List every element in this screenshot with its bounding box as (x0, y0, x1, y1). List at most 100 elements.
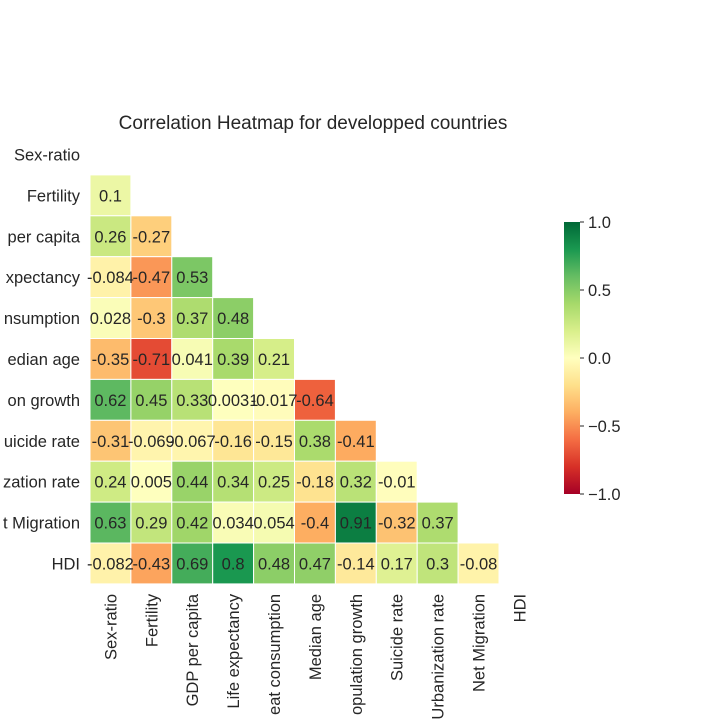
column-tick-label: Net Migration (471, 594, 489, 692)
heatmap-cell (171, 460, 214, 503)
cell-value-label: 0.37 (422, 515, 454, 533)
cell-value-label: 0.39 (217, 351, 249, 369)
cell-value-label: -0.16 (214, 433, 252, 451)
cell-value-label: -0.017 (251, 392, 298, 410)
colorbar-tick-label: −0.5 (588, 418, 621, 436)
heatmap-cell (212, 297, 255, 340)
cell-value-label: 0.0031 (208, 392, 258, 410)
row-tick-label: Fertility (27, 187, 81, 205)
cell-value-label: 0.21 (258, 351, 290, 369)
cell-value-label: -0.18 (296, 474, 334, 492)
cell-value-label: -0.067 (169, 433, 216, 451)
cell-value-label: 0.34 (217, 474, 249, 492)
cell-value-label: -0.47 (133, 269, 171, 287)
row-tick-label: nsumption (4, 310, 80, 328)
heatmap-cell (212, 338, 255, 380)
cell-value-label: 0.63 (94, 515, 126, 533)
row-tick-label: t Migration (3, 515, 80, 533)
heatmap-cell (89, 378, 132, 421)
heatmap-cell (171, 256, 214, 299)
cell-value-label: -0.14 (337, 555, 375, 573)
heatmap-cell (294, 378, 336, 421)
cell-value-label: -0.31 (92, 433, 130, 451)
cell-value-label: 0.48 (217, 310, 249, 328)
heatmap-cell (375, 460, 418, 503)
cell-value-label: -0.08 (460, 555, 498, 573)
row-tick-label: edian age (8, 351, 81, 369)
cell-value-label: 0.38 (299, 433, 331, 451)
colorbar-tick-label: 0.0 (588, 350, 611, 368)
column-tick-label: Urbanization rate (430, 594, 448, 720)
cell-value-label: 0.69 (176, 555, 208, 573)
heatmap-cell (334, 501, 377, 544)
heatmap-cell (130, 338, 173, 380)
heatmap-cell (171, 378, 214, 421)
heatmap-cell (130, 297, 173, 340)
heatmap-cell (375, 542, 418, 585)
row-tick-label: zation rate (3, 474, 80, 492)
row-tick-label: per capita (8, 228, 81, 246)
cell-value-label: -0.084 (87, 269, 134, 287)
heatmap-cell (212, 378, 255, 421)
cell-value-label: -0.27 (133, 228, 171, 246)
heatmap-cell (130, 419, 173, 462)
column-tick-label: GDP per capita (184, 593, 202, 706)
column-tick-labels: Sex-ratio Fertility GDP per capita Life exp… (102, 593, 529, 719)
colorbar-tick-label: 0.5 (588, 282, 611, 300)
heatmap-cell (294, 542, 336, 585)
cell-value-label: 0.48 (258, 555, 290, 573)
heatmap-cell (171, 542, 214, 585)
cell-value-label: 0.005 (131, 474, 172, 492)
cell-value-label: 0.1 (99, 187, 122, 205)
heatmap-cell (89, 215, 132, 258)
cell-value-label: -0.32 (378, 515, 416, 533)
heatmap-cell (457, 542, 500, 585)
cell-value-label: -0.35 (92, 351, 130, 369)
row-tick-label: on growth (8, 392, 80, 410)
cell-value-label: 0.42 (176, 515, 208, 533)
cell-value-label: -0.4 (301, 515, 329, 533)
heatmap-annotations: 0.1 0.26 -0.27 -0.084-0.47 0.53 0.028 -0.3 0.37… (87, 187, 497, 573)
cell-value-label: 0.17 (381, 555, 413, 573)
cell-value-label: 0.62 (94, 392, 126, 410)
cell-value-label: -0.3 (137, 310, 165, 328)
cell-value-label: 0.29 (135, 515, 167, 533)
column-tick-label: Median age (307, 594, 325, 680)
row-tick-label: Sex-ratio (14, 146, 80, 164)
cell-value-label: -0.082 (87, 555, 134, 573)
heatmap-cell (212, 542, 255, 585)
heatmap-cell (89, 174, 132, 217)
heatmap-cell (89, 419, 132, 462)
row-tick-label: uicide rate (4, 433, 80, 451)
cell-value-label: 0.034 (213, 515, 254, 533)
column-tick-label: eat consumption (266, 594, 284, 715)
heatmap-cell (130, 378, 173, 421)
cell-value-label: 0.47 (299, 555, 331, 573)
heatmap-cell (416, 542, 459, 585)
cell-value-label: 0.25 (258, 474, 290, 492)
row-tick-label: HDI (52, 555, 80, 573)
heatmap-cell (253, 378, 296, 421)
column-tick-label: Life expectancy (225, 593, 243, 708)
heatmap-cell (89, 460, 132, 503)
colorbar-gradient (564, 222, 580, 494)
cell-value-label: 0.91 (340, 515, 372, 533)
cell-value-label: 0.3 (426, 555, 449, 573)
cell-value-label: 0.028 (90, 310, 131, 328)
column-tick-label: HDI (511, 594, 529, 622)
colorbar-tick-label: 1.0 (588, 214, 611, 232)
heatmap-cell (89, 542, 132, 585)
cell-value-label: -0.01 (378, 474, 416, 492)
column-tick-label: Sex-ratio (102, 594, 120, 660)
cell-value-label: -0.41 (337, 433, 375, 451)
cell-value-label: 0.041 (172, 351, 213, 369)
heatmap-cell (294, 419, 336, 462)
heatmap-cell (89, 501, 132, 544)
column-tick-label: Suicide rate (389, 594, 407, 681)
chart-title: Correlation Heatmap for developped count… (119, 113, 508, 134)
cell-value-label: 0.45 (135, 392, 167, 410)
column-tick-label: opulation growth (348, 594, 366, 715)
colorbar: 1.0 0.5 0.0 −0.5 −1.0 (564, 214, 621, 504)
cell-value-label: 0.054 (253, 515, 294, 533)
